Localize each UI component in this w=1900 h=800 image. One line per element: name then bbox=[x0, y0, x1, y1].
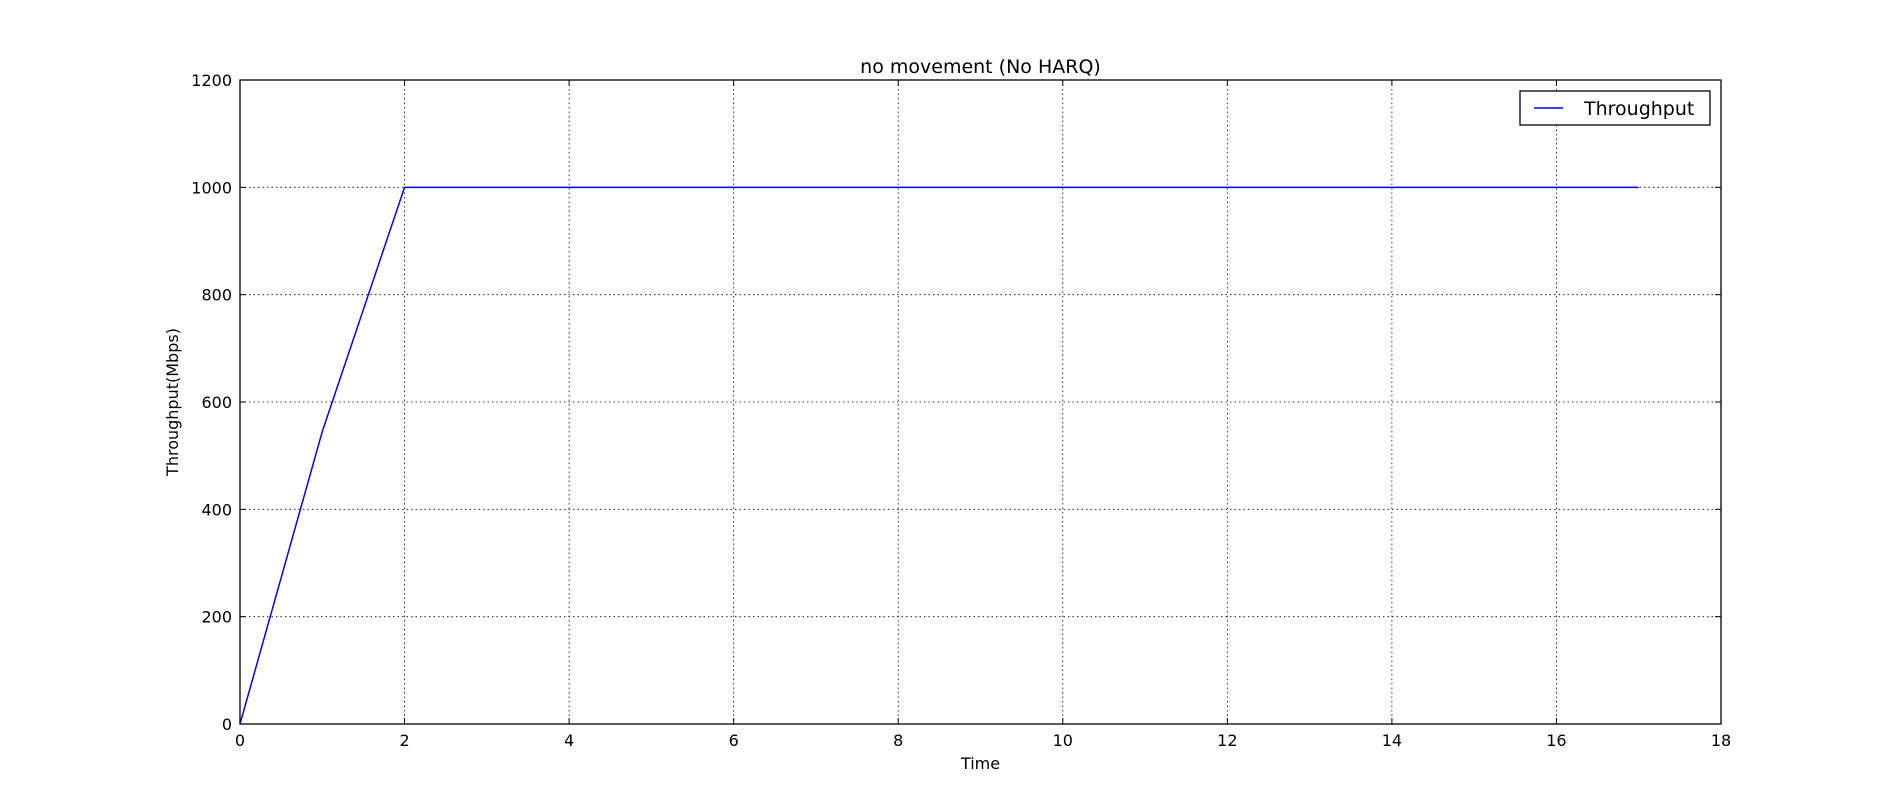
x-tick-label: 16 bbox=[1546, 731, 1566, 750]
axis-ticks: 0 2 4 6 8 10 12 14 16 18 0 200 400 600 800 1000 1200 bbox=[191, 71, 1731, 750]
y-tick-label: 800 bbox=[201, 286, 232, 305]
x-tick-label: 8 bbox=[893, 731, 903, 750]
series-line-throughput bbox=[239, 186, 1639, 725]
x-tick-label: 18 bbox=[1711, 731, 1731, 750]
y-tick-label: 200 bbox=[201, 608, 232, 627]
y-tick-label: 1000 bbox=[191, 178, 232, 197]
y-tick-label: 1200 bbox=[191, 71, 232, 90]
x-tick-label: 12 bbox=[1217, 731, 1237, 750]
series-layer bbox=[239, 186, 1639, 725]
legend-label-throughput: Throughput bbox=[1583, 98, 1694, 120]
x-tick-label: 14 bbox=[1382, 731, 1402, 750]
x-tick-label: 6 bbox=[729, 731, 739, 750]
legend: Throughput bbox=[1519, 90, 1711, 126]
x-tick-label: 0 bbox=[235, 731, 245, 750]
x-tick-label: 4 bbox=[564, 731, 574, 750]
x-tick-label: 10 bbox=[1053, 731, 1073, 750]
y-tick-label: 600 bbox=[201, 393, 232, 412]
grid-lines bbox=[240, 80, 1721, 724]
y-axis-label: Throughput(Mbps) bbox=[163, 328, 182, 477]
x-tick-label: 2 bbox=[399, 731, 409, 750]
y-tick-label: 400 bbox=[201, 500, 232, 519]
chart-title: no movement (No HARQ) bbox=[860, 56, 1101, 78]
y-tick-label: 0 bbox=[222, 715, 232, 734]
x-axis-label: Time bbox=[960, 754, 1000, 773]
